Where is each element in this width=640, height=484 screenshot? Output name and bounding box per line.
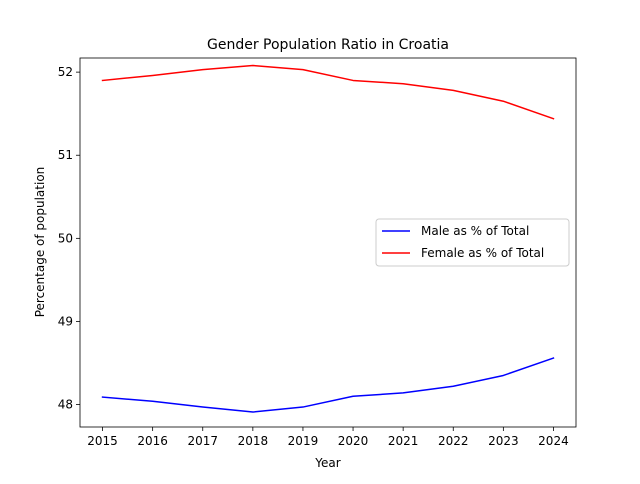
x-tick-label: 2017 bbox=[187, 434, 218, 448]
chart-title: Gender Population Ratio in Croatia bbox=[207, 37, 449, 53]
y-axis-label: Percentage of population bbox=[33, 167, 47, 318]
x-tick-label: 2020 bbox=[338, 434, 369, 448]
legend-label-1: Female as % of Total bbox=[421, 246, 544, 260]
x-axis: 2015 2016 2017 2018 2019 2020 2021 2022 2023 2024 bbox=[87, 427, 569, 448]
x-tick-label: 2018 bbox=[238, 434, 269, 448]
plot-frame bbox=[79, 57, 577, 428]
series-line-1 bbox=[101, 64, 555, 120]
x-tick-label: 2023 bbox=[488, 434, 519, 448]
y-tick-label: 48 bbox=[58, 398, 73, 412]
legend-label-0: Male as % of Total bbox=[421, 224, 529, 238]
x-tick-label: 2016 bbox=[137, 434, 168, 448]
series-layer bbox=[101, 64, 555, 413]
y-axis: 48 49 50 51 52 bbox=[58, 65, 80, 412]
x-tick-label: 2019 bbox=[288, 434, 319, 448]
y-tick-label: 50 bbox=[58, 231, 73, 245]
x-tick-label: 2015 bbox=[87, 434, 118, 448]
y-tick-label: 51 bbox=[58, 148, 73, 162]
x-tick-label: 2024 bbox=[538, 434, 569, 448]
legend-box bbox=[375, 218, 570, 267]
y-tick-label: 49 bbox=[58, 314, 73, 328]
x-axis-label: Year bbox=[314, 456, 340, 470]
series-line-0 bbox=[101, 357, 555, 413]
legend: Male as % of Total Female as % of Total bbox=[375, 218, 570, 267]
x-tick-label: 2021 bbox=[388, 434, 419, 448]
y-tick-label: 52 bbox=[58, 65, 73, 79]
x-tick-label: 2022 bbox=[438, 434, 469, 448]
